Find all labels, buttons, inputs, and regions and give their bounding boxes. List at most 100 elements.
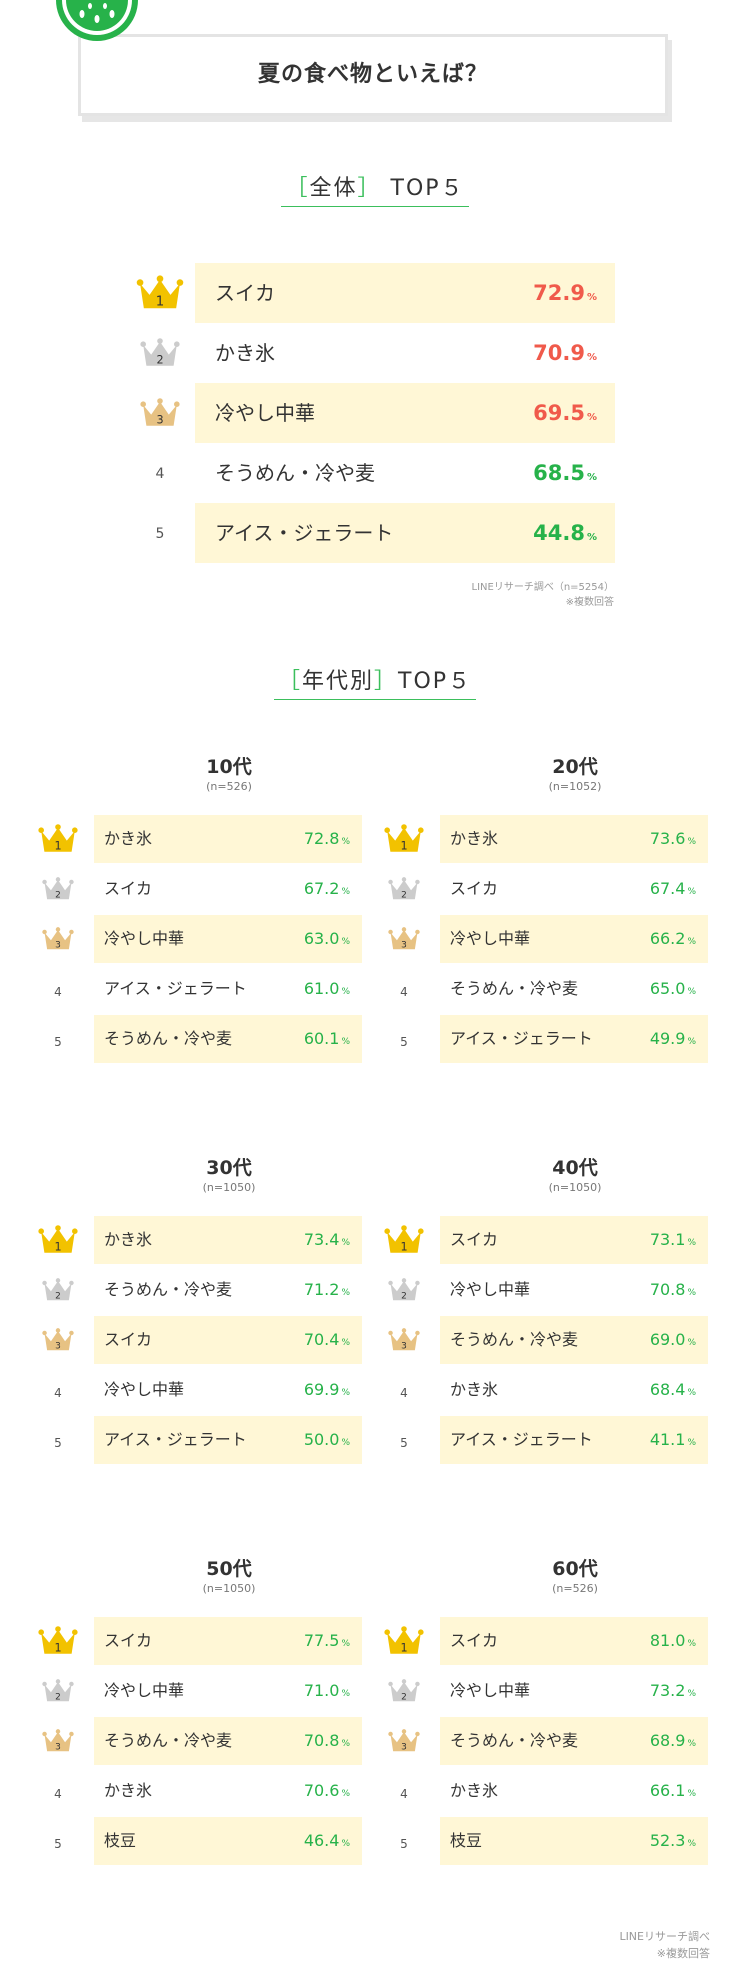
- rank-marker: 4: [379, 1783, 429, 1802]
- percent-value: 61.0: [303, 979, 340, 998]
- percent-unit: %: [687, 1739, 696, 1749]
- crown-rank-number: 1: [54, 1240, 61, 1253]
- percent-value: 77.5: [303, 1631, 340, 1650]
- bronze-crown-icon: 3: [42, 1328, 74, 1351]
- percent-value: 68.4: [649, 1380, 686, 1399]
- crown-rank-number: 3: [401, 940, 407, 950]
- percent-value: 65.0: [649, 979, 686, 998]
- item-percent: 70.9%: [533, 323, 597, 388]
- percent-unit: %: [687, 1839, 696, 1849]
- ranking-row: スイカ 67.2%: [94, 865, 362, 913]
- percent-unit: %: [341, 1639, 350, 1649]
- page-title: 夏の食べ物といえば？: [257, 62, 488, 87]
- percent-unit: %: [341, 1288, 350, 1298]
- rank-marker: 2: [379, 1277, 429, 1303]
- item-percent: 68.9%: [650, 1717, 696, 1768]
- ranking-row: かき氷 72.8%: [94, 815, 362, 863]
- crown-rank-number: 2: [55, 1692, 61, 1702]
- item-percent: 73.1%: [650, 1216, 696, 1267]
- item-name: スイカ: [215, 281, 275, 305]
- crown-rank-number: 1: [400, 1240, 407, 1253]
- crown-rank-number: 3: [401, 1742, 407, 1752]
- percent-value: 72.8: [303, 829, 340, 848]
- age-group-label: 20代: [552, 756, 598, 778]
- percent-unit: %: [687, 1639, 696, 1649]
- ranking-row: かき氷 66.1%: [440, 1767, 708, 1815]
- age-group-title: 20代 (n=1052): [440, 752, 710, 793]
- item-percent: 66.1%: [650, 1767, 696, 1818]
- ranking-row: アイス・ジェラート 44.8%: [195, 503, 615, 563]
- rank-marker: 3: [33, 926, 83, 952]
- percent-unit: %: [341, 1238, 350, 1248]
- ranking-row: 冷やし中華 69.5%: [195, 383, 615, 443]
- item-percent: 63.0%: [304, 915, 350, 966]
- rank-marker: 2: [33, 1678, 83, 1704]
- rank-marker: 3: [130, 397, 190, 429]
- rank-marker: 5: [379, 1031, 429, 1050]
- rank-number: 4: [400, 1787, 408, 1801]
- item-name: アイス・ジェラート: [104, 979, 247, 998]
- item-name: 冷やし中華: [104, 1380, 185, 1399]
- item-percent: 70.6%: [304, 1767, 350, 1818]
- rank-marker: 3: [33, 1728, 83, 1754]
- gold-crown-icon: 1: [38, 1626, 78, 1654]
- item-name: かき氷: [215, 341, 275, 365]
- overall-credit: LINEリサーチ調べ（n=5254） ※複数回答: [471, 582, 615, 608]
- item-percent: 72.8%: [304, 815, 350, 866]
- age-group-title: 40代 (n=1050): [440, 1153, 710, 1194]
- percent-value: 63.0: [303, 929, 340, 948]
- ranking-row: 冷やし中華 71.0%: [94, 1667, 362, 1715]
- ranking-row: そうめん・冷や麦 70.8%: [94, 1717, 362, 1765]
- rank-marker: 5: [130, 523, 190, 542]
- rank-marker: 5: [33, 1031, 83, 1050]
- percent-value: 52.3: [649, 1831, 686, 1850]
- rank-marker: 1: [33, 1224, 83, 1256]
- rank-marker: 5: [379, 1432, 429, 1451]
- gold-crown-icon: 1: [38, 1225, 78, 1253]
- item-name: アイス・ジェラート: [450, 1029, 593, 1048]
- item-name: スイカ: [104, 1631, 153, 1650]
- item-name: 冷やし中華: [215, 401, 315, 425]
- percent-unit: %: [341, 987, 350, 997]
- item-name: かき氷: [104, 829, 153, 848]
- percent-value: 46.4: [303, 1831, 340, 1850]
- gold-crown-icon: 1: [384, 1626, 424, 1654]
- gold-crown-icon: 1: [136, 275, 184, 309]
- item-name: そうめん・冷や麦: [450, 1731, 579, 1750]
- rank-number: 4: [155, 466, 165, 482]
- ranking-row: かき氷 73.4%: [94, 1216, 362, 1264]
- percent-unit: %: [341, 1839, 350, 1849]
- ranking-row: かき氷 73.6%: [440, 815, 708, 863]
- silver-crown-icon: 2: [42, 1278, 74, 1301]
- percent-value: 70.8: [649, 1280, 686, 1299]
- rank-marker: 4: [33, 1783, 83, 1802]
- item-name: 冷やし中華: [450, 1280, 531, 1299]
- percent-unit: %: [687, 1338, 696, 1348]
- percent-value: 41.1: [649, 1430, 686, 1449]
- bronze-crown-icon: 3: [140, 398, 180, 426]
- percent-unit: %: [687, 887, 696, 897]
- percent-unit: %: [341, 1037, 350, 1047]
- age-group-sample: (n=526): [206, 780, 252, 793]
- item-name: 冷やし中華: [104, 929, 185, 948]
- percent-value: 73.1: [649, 1230, 686, 1249]
- age-group-sample: (n=1050): [202, 1181, 256, 1194]
- rank-marker: 1: [379, 1224, 429, 1256]
- item-percent: 73.4%: [304, 1216, 350, 1267]
- percent-value: 69.5: [533, 401, 585, 425]
- bronze-crown-icon: 3: [42, 927, 74, 950]
- rank-marker: 3: [379, 1728, 429, 1754]
- percent-unit: %: [341, 1689, 350, 1699]
- percent-value: 72.9: [533, 281, 585, 305]
- rank-number: 4: [400, 1386, 408, 1400]
- item-name: そうめん・冷や麦: [450, 979, 579, 998]
- rank-marker: 2: [130, 337, 190, 369]
- title-card: [78, 34, 668, 116]
- percent-value: 71.0: [303, 1681, 340, 1700]
- ranking-row: スイカ 81.0%: [440, 1617, 708, 1665]
- ranking-row: そうめん・冷や麦 69.0%: [440, 1316, 708, 1364]
- percent-unit: %: [341, 1388, 350, 1398]
- silver-crown-icon: 2: [42, 877, 74, 900]
- percent-value: 66.1: [649, 1781, 686, 1800]
- percent-unit: %: [341, 1438, 350, 1448]
